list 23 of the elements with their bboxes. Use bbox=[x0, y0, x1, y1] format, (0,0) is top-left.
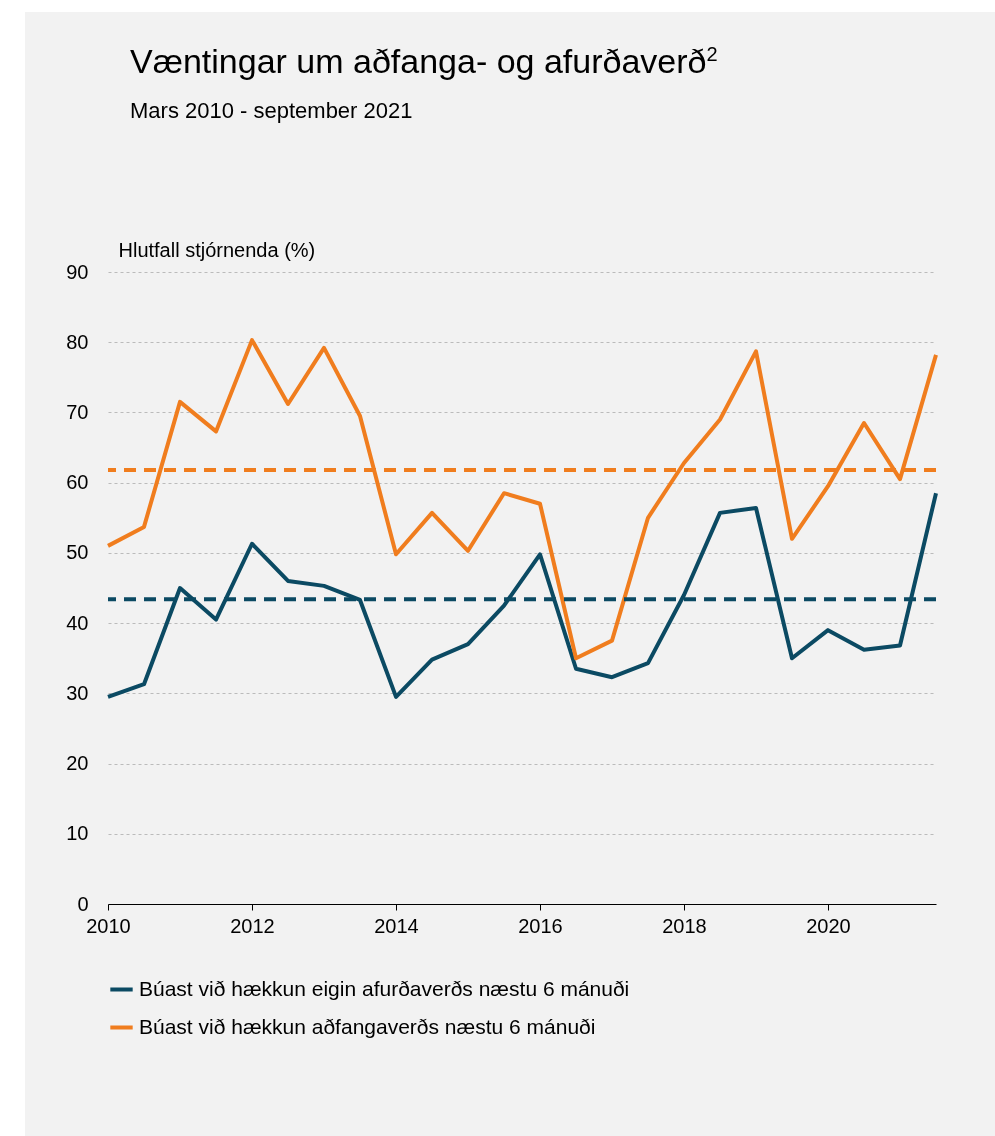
line-series bbox=[106, 491, 938, 699]
y-tick-label: 10 bbox=[66, 822, 89, 845]
x-tick-label: 2018 bbox=[662, 914, 707, 937]
y-tick-label: 40 bbox=[66, 611, 89, 634]
y-tick-label: 60 bbox=[66, 471, 89, 494]
chart-subtitle: Mars 2010 - september 2021 bbox=[130, 98, 413, 124]
x-tick-label: 2012 bbox=[230, 914, 275, 937]
x-tick-label: 2020 bbox=[806, 914, 851, 937]
x-tick-label: 2016 bbox=[518, 914, 563, 937]
chart-title: Væntingar um aðfanga- og afurðaverð$^{2}$ bbox=[130, 42, 718, 81]
x-tick-label: 2014 bbox=[374, 914, 419, 937]
x-tick-label: 2010 bbox=[86, 914, 131, 937]
y-tick-label: 80 bbox=[66, 330, 89, 353]
y-tick-label: 50 bbox=[66, 541, 89, 564]
line-series bbox=[106, 338, 938, 661]
y-axis-title: Hlutfall stjórnenda (%) bbox=[118, 238, 316, 261]
y-tick-label: 20 bbox=[66, 752, 89, 775]
legend-label: Búast við hækkun eigin afurðaverðs næstu 6 mánuði bbox=[139, 976, 630, 1000]
y-tick-label: 90 bbox=[66, 260, 89, 283]
y-tick-label: 70 bbox=[66, 400, 89, 423]
y-tick-label: 30 bbox=[66, 681, 89, 704]
y-tick-label: 0 bbox=[77, 892, 89, 915]
legend-label: Búast við hækkun aðfangaverðs næstu 6 mánuði bbox=[139, 1014, 596, 1038]
